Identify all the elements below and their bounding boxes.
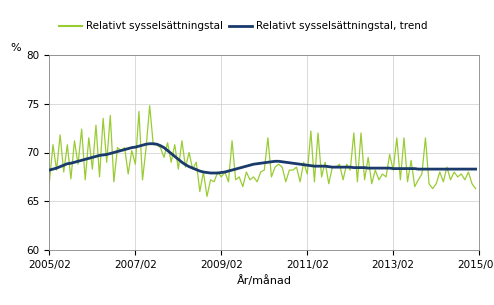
Line: Relativt sysselsättningstal: Relativt sysselsättningstal [49,106,476,196]
Relativt sysselsättningstal [147,104,153,107]
Relativt sysselsättningstal [390,168,396,172]
Relativt sysselsättningstal [136,110,142,113]
Relativt sysselsättningstal, trend [473,167,479,171]
Relativt sysselsättningstal, trend [390,167,396,170]
Relativt sysselsättningstal [290,168,296,172]
Relativt sysselsättningstal, trend [290,161,296,165]
Relativt sysselsättningstal [165,141,170,145]
Relativt sysselsättningstal [473,187,479,190]
Relativt sysselsättningstal, trend [465,167,471,171]
Relativt sysselsättningstal [46,180,52,184]
Relativt sysselsättningstal, trend [207,171,213,175]
Relativt sysselsättningstal [465,170,471,174]
Relativt sysselsättningstal, trend [136,144,142,148]
Relativt sysselsättningstal [204,195,210,198]
Legend: Relativt sysselsättningstal, Relativt sysselsättningstal, trend: Relativt sysselsättningstal, Relativt sy… [55,17,432,35]
X-axis label: År/månad: År/månad [237,275,292,286]
Relativt sysselsättningstal, trend [347,165,353,169]
Text: %: % [11,43,21,53]
Relativt sysselsättningstal, trend [165,149,170,152]
Relativt sysselsättningstal, trend [147,142,153,145]
Relativt sysselsättningstal, trend [46,168,52,172]
Relativt sysselsättningstal [347,168,353,172]
Line: Relativt sysselsättningstal, trend: Relativt sysselsättningstal, trend [49,144,476,173]
